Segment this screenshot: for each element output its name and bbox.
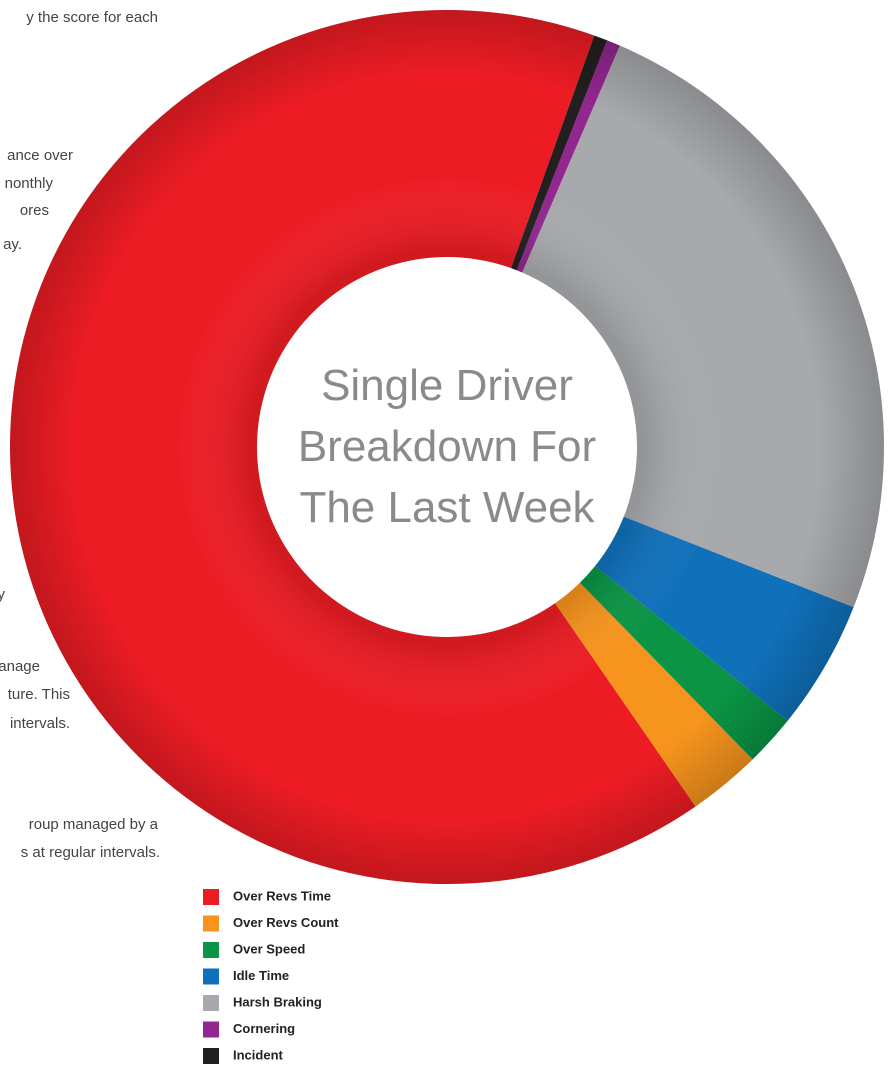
legend-label: Over Revs Time	[233, 888, 331, 903]
background-text: y the score for each	[26, 9, 158, 26]
legend-label: Harsh Braking	[233, 994, 322, 1009]
background-text: roup managed by a	[29, 816, 159, 833]
legend-label: Cornering	[233, 1021, 295, 1036]
legend-swatch	[203, 1021, 219, 1038]
legend-swatch	[203, 915, 219, 932]
chart-title: Breakdown For	[298, 422, 596, 471]
background-text: ture. This	[8, 686, 70, 703]
legend-label: Idle Time	[233, 968, 289, 983]
background-text: y	[0, 586, 6, 603]
legend-label: Over Revs Count	[233, 915, 339, 930]
background-text: anage	[0, 658, 40, 675]
legend-swatch	[203, 889, 219, 905]
legend-swatch	[203, 995, 219, 1011]
chart-title: Single Driver	[321, 361, 573, 410]
background-text: s at regular intervals.	[21, 844, 160, 861]
legend-swatch	[203, 942, 219, 958]
chart-title: The Last Week	[299, 483, 595, 532]
background-text: ores	[20, 202, 49, 219]
background-text: ay.	[3, 236, 22, 253]
background-text: nonthly	[5, 175, 54, 192]
background-text: ance over	[7, 147, 73, 164]
legend-label: Over Speed	[233, 941, 305, 956]
legend-label: Incident	[233, 1047, 284, 1062]
legend-swatch	[203, 968, 219, 985]
background-text: intervals.	[10, 715, 70, 732]
legend-swatch	[203, 1048, 219, 1064]
